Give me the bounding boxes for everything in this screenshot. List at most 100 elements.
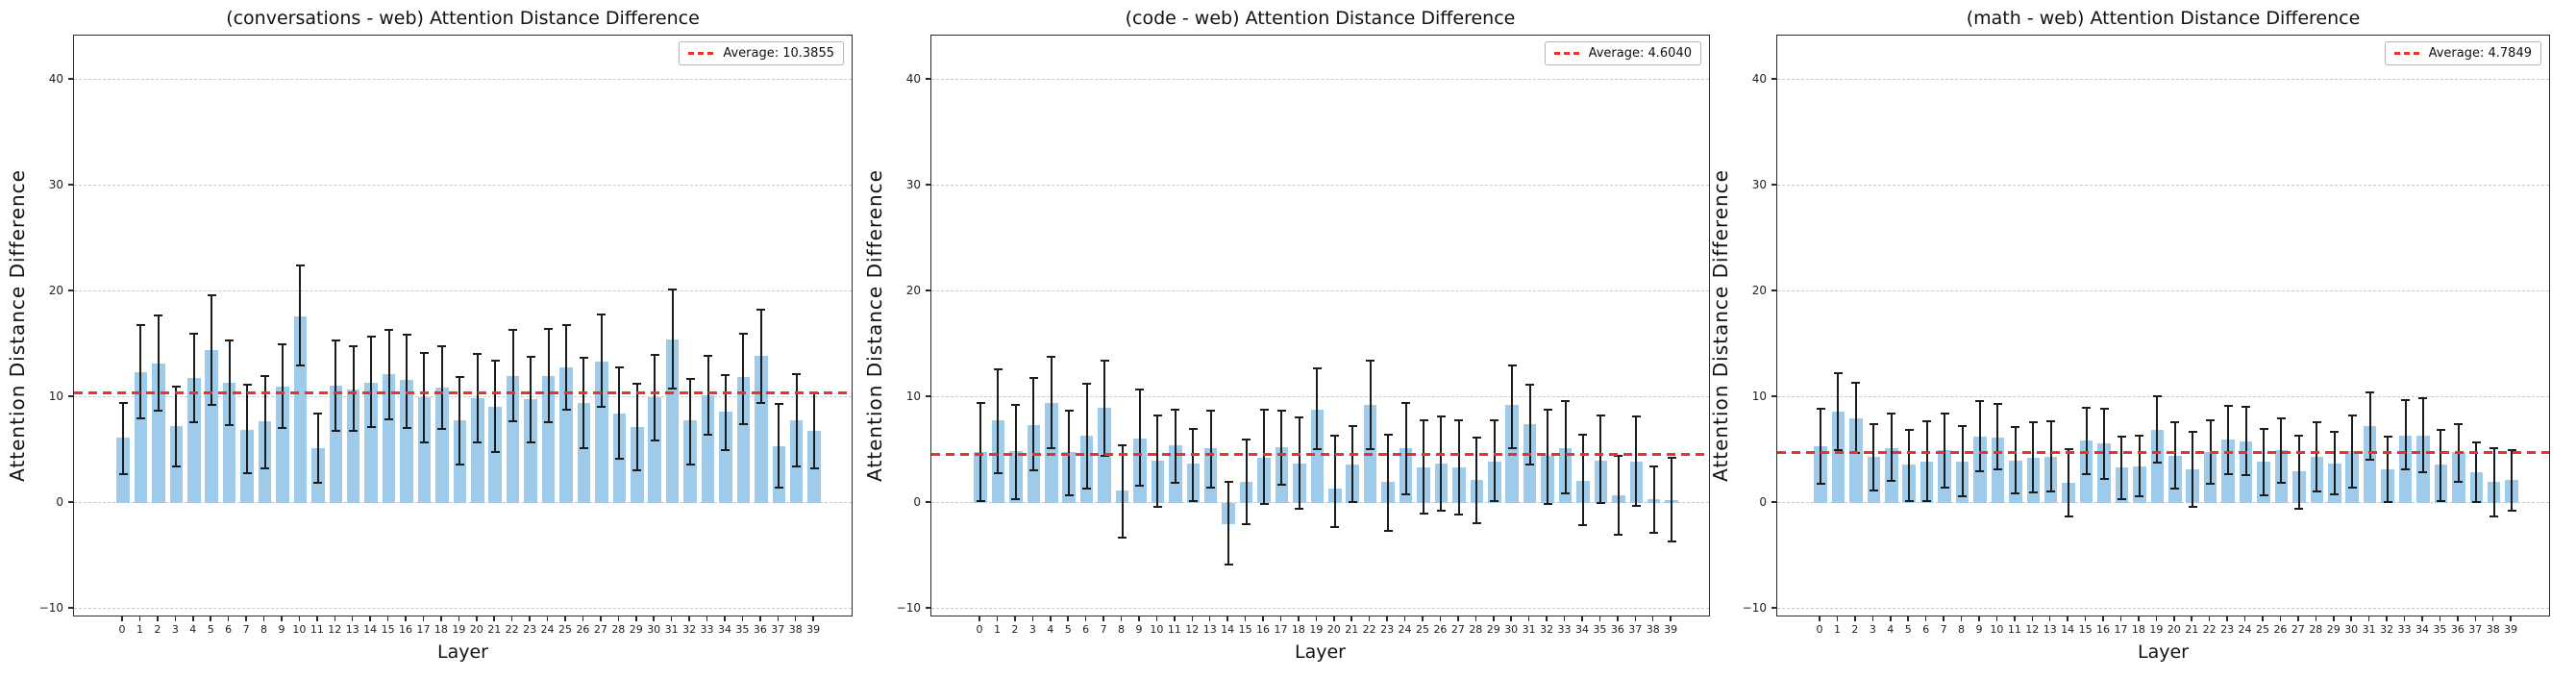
- x-tick-mark: [564, 616, 566, 621]
- error-bar-stem: [299, 264, 302, 365]
- error-bar-cap: [685, 378, 695, 381]
- y-tick-mark: [1771, 78, 1776, 80]
- x-axis-title: Layer: [1295, 641, 1346, 663]
- y-tick-mark: [925, 607, 930, 609]
- error-bar-cap: [774, 486, 783, 489]
- x-tick-label: 31: [1522, 623, 1536, 636]
- error-bar-cap: [2028, 491, 2038, 493]
- legend-label: Average: 4.6040: [1588, 46, 1692, 61]
- y-tick-label: 30: [1751, 178, 1767, 191]
- error-bar-cap: [704, 433, 713, 436]
- x-tick-mark: [1836, 616, 1839, 621]
- error-bar-stem: [494, 360, 497, 453]
- error-bar-stem: [1440, 415, 1443, 511]
- bar: [400, 380, 413, 503]
- error-bar-stem: [778, 403, 780, 488]
- x-tick-label: 21: [2185, 623, 2199, 636]
- error-bar-cap: [2223, 404, 2233, 407]
- error-bar-cap: [2507, 449, 2516, 451]
- error-bar-cap: [2436, 429, 2445, 432]
- x-tick-mark: [759, 616, 761, 621]
- error-bar-cap: [2028, 421, 2038, 424]
- error-bar-stem: [211, 295, 213, 405]
- x-tick-mark: [1050, 616, 1052, 621]
- error-bar-cap: [2117, 435, 2126, 438]
- error-bar-stem: [316, 413, 319, 484]
- error-bar-cap: [207, 294, 216, 297]
- error-bar-cap: [1525, 383, 1535, 386]
- error-bar-cap: [1975, 400, 1985, 403]
- error-bar-cap: [2454, 422, 2464, 425]
- error-bar-cap: [2135, 495, 2144, 498]
- error-bar-cap: [1188, 428, 1198, 430]
- error-bar-cap: [1242, 523, 1251, 525]
- error-bar-stem: [2032, 422, 2035, 492]
- x-tick-mark: [227, 616, 230, 621]
- x-tick-mark: [812, 616, 814, 621]
- x-tick-label: 34: [2415, 623, 2429, 636]
- error-bar-cap: [721, 373, 731, 376]
- error-bar-cap: [1614, 534, 1623, 536]
- x-tick-label: 35: [1593, 623, 1607, 636]
- x-tick-label: 7: [1940, 623, 1947, 636]
- x-axis-title: Layer: [437, 641, 488, 663]
- chart-title: (code - web) Attention Distance Differen…: [1125, 8, 1516, 29]
- error-bar-cap: [1118, 443, 1127, 446]
- x-tick-label: 39: [806, 623, 821, 636]
- x-tick-mark: [493, 616, 495, 621]
- y-tick-label: 20: [48, 284, 63, 297]
- error-bar-stem: [1085, 383, 1088, 489]
- error-bar-cap: [1833, 371, 1843, 374]
- x-tick-label: 20: [2167, 623, 2181, 636]
- x-tick-label: 1: [993, 623, 1001, 636]
- x-tick-label: 12: [2025, 623, 2040, 636]
- x-tick-mark: [635, 616, 637, 621]
- x-tick-label: 30: [647, 623, 661, 636]
- x-tick-mark: [2084, 616, 2087, 621]
- error-bar-cap: [1366, 359, 1375, 362]
- error-bar-cap: [1330, 526, 1340, 529]
- x-tick-mark: [422, 616, 425, 621]
- x-tick-mark: [1854, 616, 1856, 621]
- x-tick-mark: [741, 616, 744, 621]
- error-bar-cap: [419, 351, 429, 354]
- error-bar-cap: [756, 308, 766, 311]
- x-tick-label: 33: [700, 623, 714, 636]
- x-tick-mark: [777, 616, 780, 621]
- error-bar-cap: [1454, 514, 1464, 516]
- x-tick-label: 10: [292, 623, 307, 636]
- bar: [276, 387, 289, 503]
- error-bar-cap: [2365, 390, 2375, 393]
- y-axis-title: Attention Distance Difference: [6, 169, 29, 482]
- y-tick-mark: [1771, 184, 1776, 186]
- error-bar-cap: [526, 441, 535, 444]
- y-tick-label: 10: [1751, 390, 1767, 403]
- error-bar-cap: [1507, 446, 1517, 449]
- error-bar-stem: [582, 358, 585, 448]
- x-tick-mark: [1226, 616, 1228, 621]
- legend: Average: 4.7849: [2384, 41, 2541, 65]
- error-bar-stem: [2333, 432, 2336, 495]
- x-tick-mark: [2014, 616, 2016, 621]
- x-tick-label: 10: [1990, 623, 2004, 636]
- x-tick-label: 5: [207, 623, 214, 636]
- error-bar-cap: [2046, 420, 2056, 423]
- average-line-legend-swatch: [1553, 52, 1581, 55]
- x-tick-mark: [334, 616, 336, 621]
- x-tick-mark: [2067, 616, 2068, 621]
- error-bar-stem: [1050, 357, 1053, 448]
- x-tick-label: 23: [1380, 623, 1395, 636]
- bar: [541, 376, 556, 503]
- x-tick-label: 11: [2007, 623, 2021, 636]
- error-bar-cap: [295, 365, 305, 366]
- error-bar-cap: [597, 405, 607, 408]
- x-tick-mark: [1617, 616, 1619, 621]
- x-tick-mark: [2403, 616, 2406, 621]
- x-tick-label: 5: [1904, 623, 1912, 636]
- error-bar-stem: [1298, 416, 1300, 509]
- x-tick-mark: [386, 616, 389, 621]
- error-bar-cap: [1171, 409, 1180, 412]
- error-bar-cap: [2082, 473, 2092, 476]
- error-bar-cap: [1816, 408, 1825, 411]
- x-tick-label: 18: [1291, 623, 1305, 636]
